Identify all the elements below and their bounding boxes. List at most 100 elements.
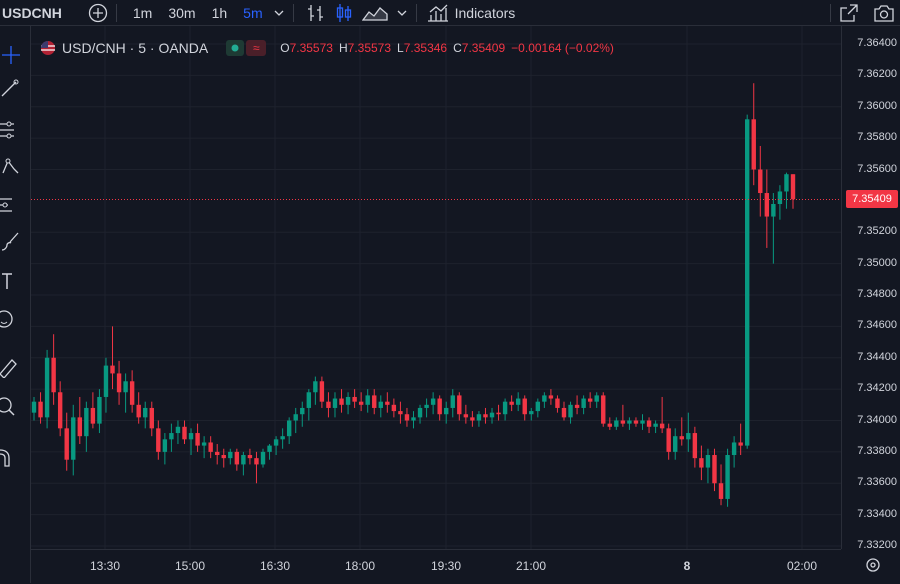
candle-down xyxy=(758,169,763,194)
legend-title: USD/CNH · 5 · OANDA xyxy=(62,40,209,56)
crosshair-icon[interactable] xyxy=(0,44,22,66)
candle-down xyxy=(633,420,639,424)
text-icon[interactable] xyxy=(0,270,22,292)
candle-up xyxy=(293,414,298,421)
chevron-down-icon[interactable] xyxy=(396,0,408,25)
axis-settings-icon[interactable] xyxy=(864,556,882,579)
legend-high: H7.35573 xyxy=(338,41,392,55)
candle-down xyxy=(659,423,665,429)
indicators-button[interactable]: Indicators xyxy=(454,4,516,21)
candle-down xyxy=(555,398,560,408)
brush-icon[interactable] xyxy=(0,230,22,252)
legend-close: C7.35409 xyxy=(453,41,506,55)
candle-up xyxy=(476,414,482,421)
candle-up xyxy=(731,442,737,456)
price-tick-label: 7.33400 xyxy=(857,507,897,520)
candle-down xyxy=(712,455,717,484)
candle-up xyxy=(411,417,416,421)
candle-down xyxy=(607,423,612,427)
candle-down xyxy=(208,442,213,452)
zoom-icon[interactable] xyxy=(0,396,22,418)
candle-down xyxy=(522,398,527,415)
candle-down xyxy=(483,414,488,418)
candle-down xyxy=(326,401,331,408)
candle-style-icon[interactable] xyxy=(334,0,354,25)
bar-style-icon[interactable] xyxy=(306,0,326,25)
candle-down xyxy=(463,414,469,418)
time-tick-label: 8 xyxy=(683,559,691,573)
add-symbol-icon[interactable] xyxy=(88,0,108,25)
candle-down xyxy=(51,357,56,393)
candle-down xyxy=(234,451,240,465)
candle-down xyxy=(116,373,122,393)
candle-down xyxy=(149,407,154,429)
candle-down xyxy=(391,404,397,412)
time-tick-label: 13:30 xyxy=(89,559,121,573)
pattern-icon[interactable] xyxy=(0,157,22,179)
candle-up xyxy=(260,451,266,465)
candle-down xyxy=(404,414,410,421)
candle-up xyxy=(306,392,312,408)
candle-down xyxy=(646,420,652,427)
candle-up xyxy=(424,404,429,408)
candle-down xyxy=(182,426,187,440)
candle-up xyxy=(581,398,586,408)
price-tick-label: 7.33800 xyxy=(857,444,897,457)
price-axis[interactable]: 7.36400 7.36200 7.36000 7.35800 7.35600 7.352… xyxy=(841,26,900,551)
interval-30m[interactable]: 30m xyxy=(168,4,196,21)
emoji-icon[interactable] xyxy=(0,308,22,330)
candle-up xyxy=(594,395,599,402)
drawing-toolbar xyxy=(0,26,31,583)
wave-icon[interactable]: ≈ xyxy=(246,40,267,56)
candle-up xyxy=(705,455,711,468)
price-tick-label: 7.35800 xyxy=(857,131,897,144)
candle-up xyxy=(332,398,338,408)
status-badge[interactable] xyxy=(226,40,245,56)
candle-up xyxy=(241,455,246,465)
price-tick-label: 7.36400 xyxy=(857,37,897,49)
candle-down xyxy=(398,411,403,415)
candle-down xyxy=(254,458,259,465)
interval-5m[interactable]: 5m xyxy=(243,4,263,21)
forecast-icon[interactable] xyxy=(0,194,22,216)
candle-down xyxy=(718,483,724,499)
time-axis[interactable]: 13:30 15:00 16:30 18:00 19:30 21:00 8 02:00 xyxy=(31,549,841,584)
candle-down xyxy=(195,433,200,446)
candle-up xyxy=(529,411,534,415)
camera-icon[interactable] xyxy=(873,0,895,25)
legend-change: −0.00164 (−0.02%) xyxy=(511,41,614,55)
candle-down xyxy=(601,395,606,424)
candle-down xyxy=(215,451,220,456)
symbol-search[interactable]: USDCNH xyxy=(2,4,62,21)
interval-1m[interactable]: 1m xyxy=(132,4,153,21)
magnet-icon[interactable] xyxy=(0,446,22,468)
legend-low: L7.35346 xyxy=(397,41,448,55)
candle-down xyxy=(574,404,580,408)
interval-1h[interactable]: 1h xyxy=(211,4,228,21)
fullscreen-icon[interactable] xyxy=(839,0,859,25)
candle-up xyxy=(744,119,750,446)
current-price-label: 7.35409 xyxy=(846,190,898,209)
candle-up xyxy=(777,191,783,205)
price-chart[interactable] xyxy=(31,26,841,549)
price-tick-label: 7.36200 xyxy=(857,68,897,81)
candle-up xyxy=(44,357,50,418)
candle-down xyxy=(666,428,671,452)
area-style-icon[interactable] xyxy=(361,0,388,25)
price-tick-label: 7.34600 xyxy=(857,319,897,332)
trendline-icon[interactable] xyxy=(0,78,22,100)
candle-up xyxy=(103,365,109,397)
fib-icon[interactable] xyxy=(0,119,22,141)
candle-up xyxy=(673,436,678,452)
time-tick-label: 19:30 xyxy=(430,559,462,573)
ruler-icon[interactable] xyxy=(0,356,22,379)
chevron-down-icon[interactable] xyxy=(273,0,285,25)
candle-down xyxy=(496,412,501,415)
time-tick-label: 02:00 xyxy=(786,559,818,573)
candle-up xyxy=(169,433,174,440)
candle-up xyxy=(568,404,573,418)
candle-up xyxy=(143,407,148,418)
candle-up xyxy=(430,398,436,405)
indicators-icon[interactable] xyxy=(427,0,449,25)
candle-up xyxy=(489,412,495,418)
